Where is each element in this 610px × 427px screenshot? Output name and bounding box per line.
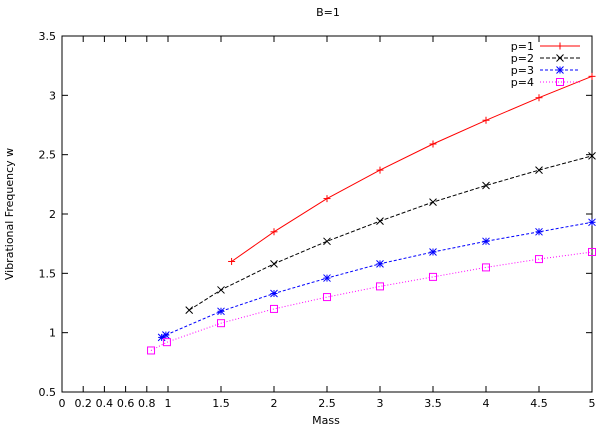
x-tick-label: 1 — [165, 397, 172, 410]
x-tick-label: 0.4 — [96, 397, 114, 410]
legend-marker — [556, 66, 564, 74]
series-line — [231, 75, 593, 262]
data-point — [270, 259, 278, 268]
legend-label: p=2 — [511, 52, 534, 65]
data-point — [323, 237, 331, 246]
data-point — [535, 166, 543, 174]
x-axis: 0 0.2 0.4 0.6 0.8 1 1.5 2 2.5 3 3.5 4 4.5 5 — [59, 36, 596, 410]
data-point — [588, 247, 596, 256]
data-point — [147, 346, 156, 355]
y-tick-label: 1 — [49, 327, 56, 340]
data-point — [228, 257, 236, 265]
data-point — [429, 248, 437, 256]
series-p=2 — [185, 151, 596, 314]
x-tick-label: 2.5 — [318, 397, 336, 410]
y-tick-label: 2.5 — [39, 149, 57, 162]
data-point — [535, 255, 543, 264]
data-point — [376, 282, 384, 291]
legend: p=1p=2p=3p=4 — [511, 40, 580, 89]
x-tick-label: 0 — [59, 397, 66, 410]
x-tick-label: 0.8 — [138, 397, 156, 410]
data-point — [588, 151, 596, 160]
data-point — [270, 304, 278, 313]
data-point — [535, 94, 543, 102]
y-tick-label: 0.5 — [39, 386, 57, 399]
legend-label: p=4 — [511, 76, 534, 89]
legend-marker — [556, 78, 564, 86]
legend-label: p=3 — [511, 64, 534, 77]
data-point — [217, 286, 225, 294]
data-point — [482, 181, 490, 190]
y-axis-label: Vibrational Frequency w — [3, 148, 16, 280]
data-point — [376, 166, 384, 174]
data-point — [376, 259, 384, 268]
legend-marker — [556, 42, 564, 50]
data-point — [323, 293, 331, 302]
legend-label: p=1 — [511, 40, 534, 53]
x-axis-label: Mass — [312, 414, 340, 427]
chart-title: B=1 — [316, 6, 340, 19]
x-tick-label: 0.2 — [74, 397, 92, 410]
data-point — [270, 289, 278, 298]
series-p=1 — [228, 72, 596, 265]
x-tick-label: 0.6 — [117, 397, 135, 410]
data-point — [429, 198, 437, 206]
x-tick-label: 2 — [271, 397, 278, 410]
series-layer — [147, 72, 596, 355]
y-tick-label: 3.5 — [39, 30, 57, 43]
data-point — [323, 274, 331, 282]
data-point — [162, 338, 171, 347]
data-point — [376, 217, 384, 225]
data-point — [323, 195, 331, 203]
data-point — [429, 140, 437, 148]
series-line — [161, 221, 593, 338]
data-point — [588, 218, 596, 227]
data-point — [185, 306, 194, 314]
data-point — [482, 263, 490, 272]
series-line — [150, 251, 593, 351]
data-point — [429, 272, 437, 281]
x-tick-label: 4.5 — [530, 397, 548, 410]
legend-marker — [556, 54, 564, 62]
x-tick-label: 4 — [483, 397, 490, 410]
y-tick-label: 3 — [49, 89, 56, 102]
y-tick-label: 1.5 — [39, 267, 57, 280]
data-point — [482, 116, 490, 124]
x-tick-label: 3.5 — [424, 397, 442, 410]
series-p=3 — [157, 218, 596, 342]
y-axis: 0.5 1 1.5 2 2.5 3 3.5 — [39, 30, 592, 399]
data-point — [588, 72, 596, 80]
x-tick-label: 1.5 — [212, 397, 230, 410]
data-point — [162, 331, 170, 339]
data-point — [535, 227, 543, 236]
x-tick-label: 5 — [589, 397, 596, 410]
data-point — [217, 307, 225, 316]
x-tick-label: 3 — [377, 397, 384, 410]
plot-frame — [61, 35, 593, 393]
data-point — [270, 228, 278, 236]
data-point — [217, 319, 225, 328]
series-p=4 — [147, 247, 596, 355]
data-point — [482, 237, 490, 246]
y-tick-label: 2 — [49, 208, 56, 221]
